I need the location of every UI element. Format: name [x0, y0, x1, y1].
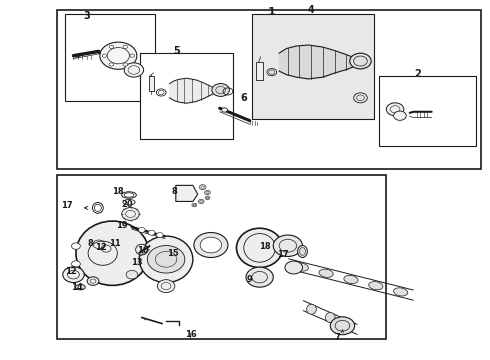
- Circle shape: [147, 246, 185, 273]
- Ellipse shape: [325, 312, 335, 323]
- Ellipse shape: [75, 284, 85, 290]
- Text: 13: 13: [131, 258, 143, 267]
- Text: 17: 17: [61, 201, 73, 210]
- Text: 9: 9: [247, 275, 253, 284]
- Bar: [148, 76, 154, 91]
- Ellipse shape: [297, 246, 307, 257]
- Text: 8: 8: [87, 239, 93, 248]
- Bar: [379, 76, 476, 146]
- Text: 4: 4: [307, 5, 314, 15]
- Text: 8: 8: [172, 187, 177, 196]
- Ellipse shape: [368, 282, 383, 290]
- Circle shape: [109, 45, 114, 49]
- Circle shape: [386, 103, 404, 116]
- Circle shape: [63, 267, 84, 283]
- Circle shape: [212, 84, 229, 96]
- Text: 11: 11: [109, 239, 121, 248]
- Circle shape: [130, 54, 134, 57]
- Text: 6: 6: [241, 93, 247, 103]
- Text: 17: 17: [277, 250, 289, 259]
- Circle shape: [124, 63, 144, 77]
- Text: 19: 19: [117, 221, 128, 230]
- Ellipse shape: [344, 321, 354, 331]
- Ellipse shape: [139, 236, 193, 283]
- Circle shape: [123, 63, 127, 66]
- Text: 2: 2: [415, 69, 421, 79]
- Circle shape: [157, 280, 175, 293]
- Text: 7: 7: [335, 333, 341, 342]
- Circle shape: [109, 63, 114, 66]
- Text: 3: 3: [83, 11, 90, 21]
- Ellipse shape: [76, 221, 149, 285]
- Text: 12: 12: [65, 267, 77, 276]
- Text: 14: 14: [71, 283, 83, 292]
- Text: 10: 10: [137, 246, 148, 255]
- Circle shape: [72, 261, 80, 267]
- Text: 1: 1: [268, 7, 276, 17]
- Circle shape: [126, 270, 138, 279]
- Circle shape: [393, 111, 406, 120]
- Circle shape: [148, 230, 155, 235]
- Circle shape: [156, 233, 163, 238]
- Text: 16: 16: [185, 330, 196, 339]
- Bar: [252, 14, 374, 119]
- Ellipse shape: [307, 304, 317, 314]
- Ellipse shape: [393, 288, 408, 296]
- Circle shape: [221, 108, 227, 112]
- Circle shape: [72, 243, 80, 249]
- Circle shape: [200, 237, 221, 253]
- Text: 18: 18: [112, 187, 123, 196]
- Circle shape: [194, 233, 228, 257]
- Circle shape: [138, 228, 145, 233]
- Circle shape: [102, 54, 107, 57]
- Polygon shape: [176, 185, 198, 202]
- Text: 18: 18: [259, 242, 270, 251]
- Text: 5: 5: [173, 46, 180, 56]
- Circle shape: [123, 45, 127, 49]
- Circle shape: [350, 53, 371, 69]
- Ellipse shape: [136, 244, 148, 255]
- Ellipse shape: [294, 263, 308, 271]
- Circle shape: [122, 207, 139, 220]
- Circle shape: [285, 261, 302, 274]
- Bar: [57, 175, 386, 339]
- Ellipse shape: [237, 228, 283, 267]
- Circle shape: [273, 235, 302, 256]
- Circle shape: [100, 42, 137, 69]
- Ellipse shape: [319, 269, 333, 277]
- Circle shape: [204, 190, 210, 195]
- Text: 15: 15: [167, 249, 179, 258]
- Ellipse shape: [344, 275, 358, 284]
- Circle shape: [87, 277, 99, 285]
- Circle shape: [192, 203, 197, 207]
- Circle shape: [205, 196, 210, 200]
- Text: 20: 20: [122, 200, 133, 209]
- Bar: [57, 10, 481, 169]
- Text: 12: 12: [96, 243, 107, 252]
- Circle shape: [246, 267, 273, 287]
- Bar: [256, 62, 263, 80]
- Circle shape: [199, 185, 206, 190]
- Bar: [65, 14, 155, 102]
- Bar: [140, 53, 233, 139]
- Circle shape: [198, 199, 204, 203]
- Circle shape: [330, 317, 355, 335]
